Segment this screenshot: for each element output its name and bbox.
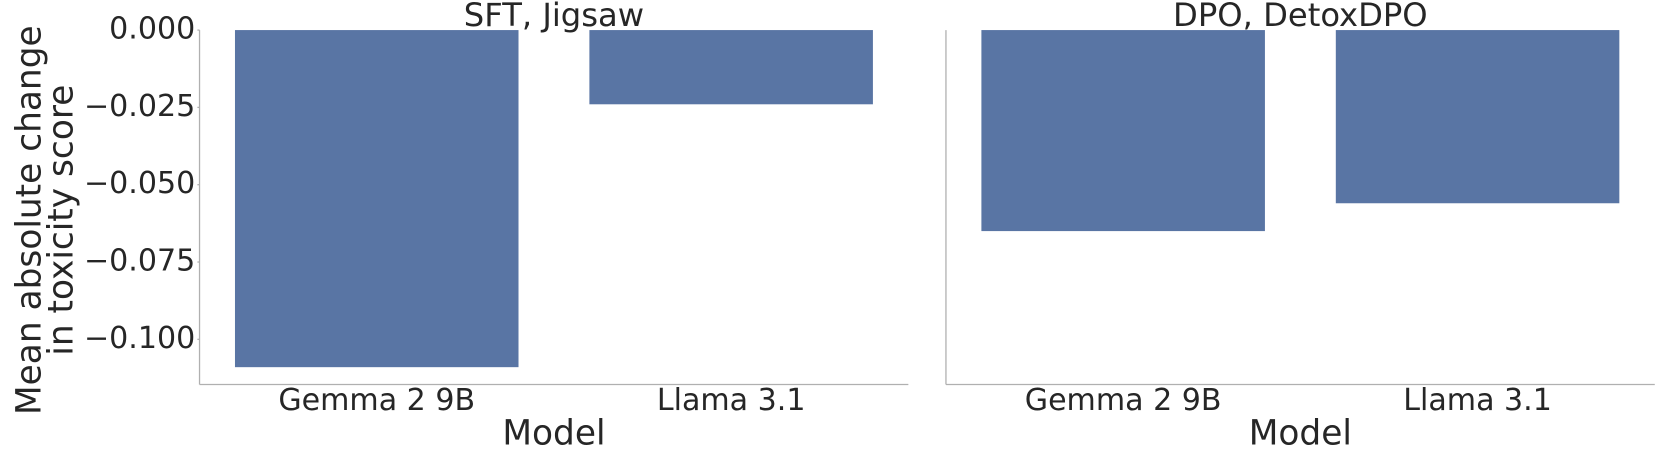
x-tick-label: Llama 3.1 (657, 383, 806, 418)
x-tick-label: Gemma 2 9B (278, 383, 475, 418)
bar (981, 30, 1265, 232)
bar (234, 30, 519, 368)
bar (1335, 30, 1620, 204)
y-tick-label: −0.025 (84, 89, 195, 124)
chart-title: DPO, DetoxDPO (1173, 0, 1428, 34)
y-tick-label: −0.075 (84, 244, 195, 279)
chart-title: SFT, Jigsaw (464, 0, 644, 34)
bar (589, 30, 873, 105)
y-tick-label: −0.050 (84, 166, 195, 201)
y-axis-label: in toxicity score (42, 85, 82, 356)
x-axis-label: Model (1249, 413, 1352, 450)
x-axis-label: Model (502, 413, 605, 450)
x-tick-label: Gemma 2 9B (1025, 383, 1222, 418)
y-tick-label: 0.000 (109, 12, 195, 47)
y-axis-label: Mean absolute change (9, 25, 49, 415)
y-tick-label: −0.100 (84, 321, 195, 356)
x-tick-label: Llama 3.1 (1403, 383, 1552, 418)
